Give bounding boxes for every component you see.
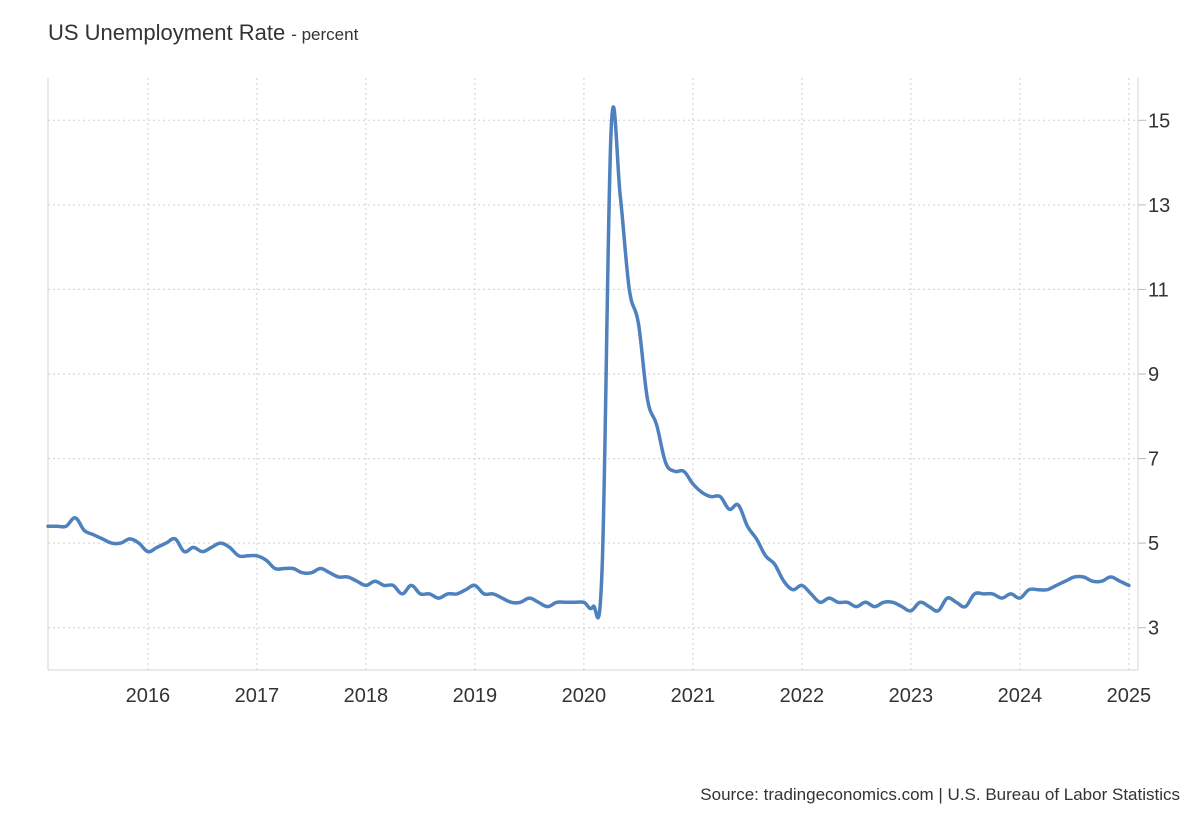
x-tick-label: 2019 <box>453 685 498 707</box>
x-tick-label: 2023 <box>889 685 934 707</box>
chart-grid <box>48 78 1138 670</box>
x-tick-label: 2022 <box>780 685 825 707</box>
x-tick-label: 2017 <box>235 685 280 707</box>
chart-title: US Unemployment Rate <box>48 20 286 45</box>
y-axis-ticks: 3 5 7 9 11 13 15 <box>1138 110 1170 640</box>
y-tick-label: 11 <box>1148 279 1169 301</box>
x-tick-label: 2018 <box>344 685 389 707</box>
x-tick-label: 2020 <box>562 685 607 707</box>
y-tick-label: 5 <box>1148 533 1159 555</box>
x-axis-ticks: 2016 2017 2018 2019 2020 2021 2022 2023 2024 2025 <box>126 685 1152 707</box>
y-tick-label: 13 <box>1148 195 1170 217</box>
chart-title-row: US Unemployment Rate - percent <box>48 20 358 46</box>
unemployment-rate-line <box>46 105 1131 620</box>
y-tick-label: 3 <box>1148 618 1159 640</box>
y-tick-label: 7 <box>1148 449 1159 471</box>
x-tick-label: 2021 <box>671 685 716 707</box>
y-tick-label: 9 <box>1148 364 1159 386</box>
x-tick-label: 2025 <box>1107 685 1152 707</box>
chart-subtitle: - percent <box>291 25 359 44</box>
x-tick-label: 2024 <box>998 685 1043 707</box>
chart-source: Source: tradingeconomics.com | U.S. Bure… <box>700 785 1180 804</box>
x-tick-label: 2016 <box>126 685 171 707</box>
y-tick-label: 15 <box>1148 110 1170 132</box>
